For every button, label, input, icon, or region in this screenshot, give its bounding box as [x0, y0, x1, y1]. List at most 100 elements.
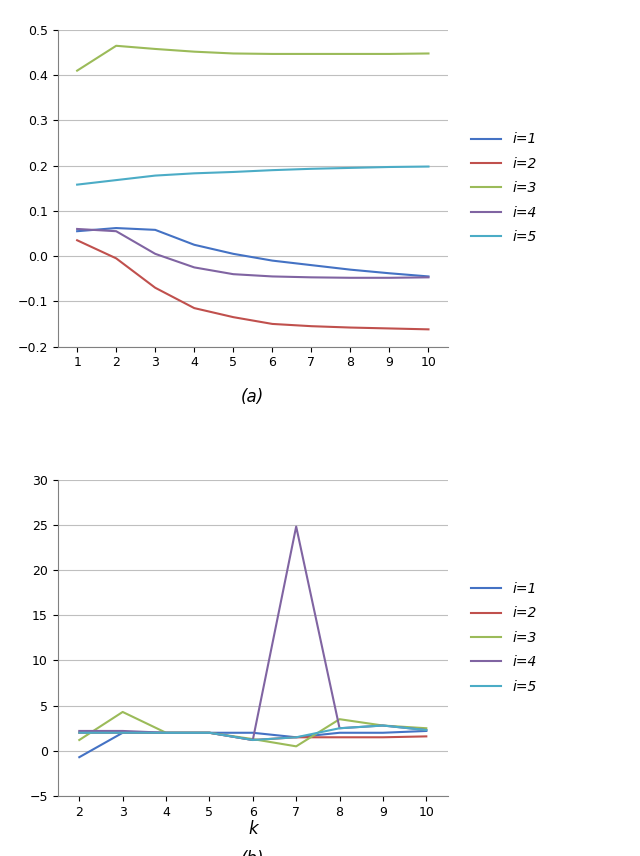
i=5 [113, 175, 120, 185]
Legend: i=1, i=2, i=3, i=4, i=5: i=1, i=2, i=3, i=4, i=5 [470, 133, 536, 244]
i=2 [73, 235, 81, 246]
i=4 [205, 728, 213, 738]
i=2 [379, 732, 387, 742]
i=3 [385, 49, 393, 59]
Line: i=5: i=5 [79, 726, 426, 740]
i=4 [162, 728, 170, 738]
i=4 [73, 223, 81, 234]
i=5 [422, 725, 430, 735]
i=2 [269, 318, 276, 329]
Line: i=4: i=4 [79, 526, 426, 740]
i=1 [191, 240, 198, 250]
i=4 [229, 269, 237, 279]
i=3 [119, 707, 127, 717]
i=1 [249, 728, 257, 738]
i=5 [205, 728, 213, 738]
i=1 [205, 728, 213, 738]
i=2 [151, 282, 159, 293]
i=3 [151, 44, 159, 54]
i=4 [336, 723, 344, 734]
i=1 [73, 226, 81, 236]
Line: i=1: i=1 [77, 228, 429, 276]
i=3 [347, 49, 355, 59]
Line: i=3: i=3 [79, 712, 426, 746]
i=2 [347, 323, 355, 333]
i=5 [336, 723, 344, 734]
i=4 [249, 734, 257, 745]
i=3 [73, 66, 81, 76]
i=5 [191, 168, 198, 178]
i=5 [307, 163, 315, 174]
i=4 [119, 726, 127, 736]
i=3 [269, 49, 276, 59]
i=2 [113, 253, 120, 264]
i=4 [425, 272, 433, 282]
i=5 [73, 180, 81, 190]
i=3 [229, 48, 237, 58]
i=5 [379, 721, 387, 731]
Text: (a): (a) [241, 388, 264, 406]
i=1 [379, 728, 387, 738]
i=1 [336, 728, 344, 738]
i=4 [191, 262, 198, 272]
i=5 [119, 728, 127, 738]
Line: i=3: i=3 [77, 45, 429, 71]
Line: i=2: i=2 [79, 733, 426, 740]
i=2 [229, 312, 237, 322]
i=4 [385, 273, 393, 283]
Line: i=1: i=1 [79, 731, 426, 758]
i=2 [307, 321, 315, 331]
i=3 [205, 728, 213, 738]
i=4 [292, 521, 300, 532]
i=1 [269, 255, 276, 265]
i=5 [76, 728, 83, 738]
Line: i=4: i=4 [77, 229, 429, 278]
Line: i=2: i=2 [77, 241, 429, 330]
i=2 [422, 731, 430, 741]
i=1 [229, 249, 237, 259]
i=4 [307, 272, 315, 282]
i=3 [191, 46, 198, 56]
i=1 [113, 223, 120, 233]
i=5 [292, 732, 300, 742]
i=2 [425, 324, 433, 335]
i=5 [269, 165, 276, 175]
i=2 [292, 732, 300, 742]
i=1 [292, 732, 300, 742]
i=3 [162, 728, 170, 738]
i=4 [151, 249, 159, 259]
i=1 [307, 260, 315, 270]
Legend: i=1, i=2, i=3, i=4, i=5: i=1, i=2, i=3, i=4, i=5 [470, 582, 536, 693]
i=2 [249, 734, 257, 745]
i=3 [336, 714, 344, 724]
i=1 [119, 728, 127, 738]
i=2 [162, 728, 170, 738]
i=5 [151, 170, 159, 181]
i=3 [307, 49, 315, 59]
i=3 [292, 741, 300, 752]
i=1 [162, 728, 170, 738]
i=3 [113, 40, 120, 51]
i=2 [385, 324, 393, 334]
i=5 [162, 728, 170, 738]
i=2 [191, 303, 198, 313]
i=4 [76, 726, 83, 736]
i=2 [119, 728, 127, 738]
Line: i=5: i=5 [77, 167, 429, 185]
i=2 [205, 728, 213, 738]
i=3 [379, 721, 387, 731]
i=5 [385, 162, 393, 172]
i=4 [422, 725, 430, 735]
X-axis label: k: k [248, 820, 258, 838]
i=3 [249, 734, 257, 744]
i=1 [151, 225, 159, 235]
i=5 [229, 167, 237, 177]
i=5 [347, 163, 355, 173]
i=4 [113, 226, 120, 236]
i=4 [347, 273, 355, 283]
Text: (b): (b) [241, 850, 264, 856]
i=3 [422, 723, 430, 734]
i=1 [425, 271, 433, 282]
i=4 [269, 271, 276, 282]
i=5 [425, 162, 433, 172]
